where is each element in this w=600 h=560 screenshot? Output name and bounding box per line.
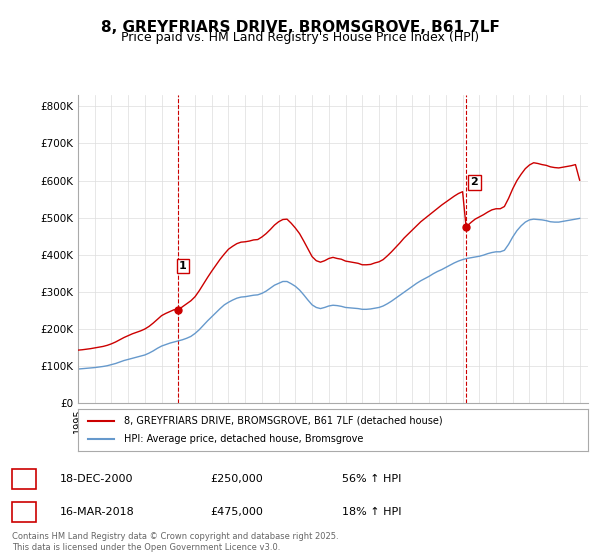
Text: HPI: Average price, detached house, Bromsgrove: HPI: Average price, detached house, Brom…	[124, 434, 363, 444]
Text: £250,000: £250,000	[210, 474, 263, 484]
Text: Contains HM Land Registry data © Crown copyright and database right 2025.
This d: Contains HM Land Registry data © Crown c…	[12, 532, 338, 552]
Text: 56% ↑ HPI: 56% ↑ HPI	[342, 474, 401, 484]
Text: 18% ↑ HPI: 18% ↑ HPI	[342, 507, 401, 517]
Text: 8, GREYFRIARS DRIVE, BROMSGROVE, B61 7LF: 8, GREYFRIARS DRIVE, BROMSGROVE, B61 7LF	[101, 20, 499, 35]
Text: £475,000: £475,000	[210, 507, 263, 517]
Text: 1: 1	[20, 474, 28, 484]
Text: 16-MAR-2018: 16-MAR-2018	[60, 507, 135, 517]
Text: 2: 2	[470, 178, 478, 188]
Text: 18-DEC-2000: 18-DEC-2000	[60, 474, 133, 484]
Text: Price paid vs. HM Land Registry's House Price Index (HPI): Price paid vs. HM Land Registry's House …	[121, 31, 479, 44]
Text: 8, GREYFRIARS DRIVE, BROMSGROVE, B61 7LF (detached house): 8, GREYFRIARS DRIVE, BROMSGROVE, B61 7LF…	[124, 416, 443, 426]
Text: 1: 1	[179, 261, 187, 271]
Text: 2: 2	[20, 507, 28, 517]
